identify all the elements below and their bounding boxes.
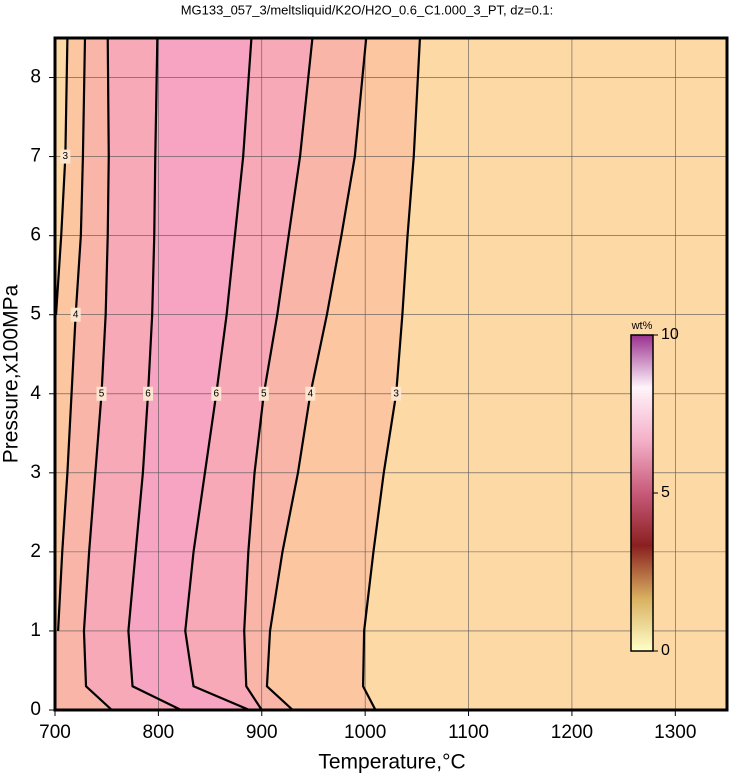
contour-label: 5 bbox=[99, 388, 105, 399]
x-tick-label: 1300 bbox=[654, 722, 696, 743]
contour-label-bg bbox=[60, 149, 71, 164]
contour-label-bg bbox=[70, 307, 81, 322]
y-tick-label: 0 bbox=[30, 699, 41, 720]
y-tick-label: 8 bbox=[30, 67, 41, 88]
x-tick-label: 1100 bbox=[448, 722, 489, 743]
plot-frame bbox=[53, 36, 729, 712]
y-tick-label: 6 bbox=[30, 225, 41, 246]
x-tick-label: 1000 bbox=[344, 722, 386, 743]
y-axis-label: Pressure,x100MPa bbox=[0, 284, 23, 463]
x-tick-label: 700 bbox=[39, 722, 71, 743]
y-tick-label: 4 bbox=[30, 383, 41, 404]
x-tick-label: 800 bbox=[143, 722, 175, 743]
colorbar-tick-label: 5 bbox=[661, 484, 670, 501]
colorbar-tick-label: 0 bbox=[661, 642, 670, 659]
contour-line bbox=[57, 38, 87, 631]
colorbar-label: wt% bbox=[631, 320, 653, 332]
contour-label: 4 bbox=[308, 388, 314, 399]
contour-label-bg bbox=[305, 386, 316, 401]
contour-label: 6 bbox=[213, 388, 219, 399]
colorbar-tick-label: 10 bbox=[661, 326, 679, 343]
region-fill bbox=[55, 38, 68, 315]
contour-line bbox=[82, 38, 113, 710]
contour-line bbox=[243, 38, 314, 710]
contour-line bbox=[361, 38, 422, 710]
contour-line bbox=[184, 38, 253, 710]
colorbar bbox=[630, 334, 654, 652]
y-tick-label: 7 bbox=[30, 146, 41, 167]
x-tick-label: 1200 bbox=[551, 722, 593, 743]
contour-label-bg bbox=[258, 386, 269, 401]
contour-label: 3 bbox=[63, 151, 69, 162]
contour-label-bg bbox=[96, 386, 107, 401]
contour-label-bg bbox=[211, 386, 222, 401]
contour-label: 5 bbox=[261, 388, 267, 399]
x-tick-label: 900 bbox=[246, 722, 278, 743]
contour-line bbox=[265, 38, 368, 710]
chart-title: MG133_057_3/meltsliquid/K2O/H2O_0.6_C1.0… bbox=[181, 2, 554, 17]
x-axis-label: Temperature,°C bbox=[318, 751, 465, 774]
contour-label: 3 bbox=[393, 388, 399, 399]
contour-label: 4 bbox=[73, 309, 79, 320]
contour-line bbox=[55, 38, 69, 315]
y-tick-label: 2 bbox=[30, 541, 41, 562]
y-tick-label: 3 bbox=[30, 462, 41, 483]
y-tick-label: 5 bbox=[30, 304, 41, 325]
contour-label: 6 bbox=[145, 388, 151, 399]
overlay: 700 800 900 1000 1100 1200 1300 0 1 2 3 4 5 6 7 8 wt% 0 5 1… bbox=[30, 36, 729, 743]
contour-label-bg bbox=[143, 386, 154, 401]
contour-line bbox=[127, 38, 182, 710]
contour-label-bg bbox=[391, 386, 402, 401]
plot-area: 3 4 5 6 6 5 4 3 bbox=[55, 38, 727, 710]
y-tick-label: 1 bbox=[30, 620, 41, 641]
